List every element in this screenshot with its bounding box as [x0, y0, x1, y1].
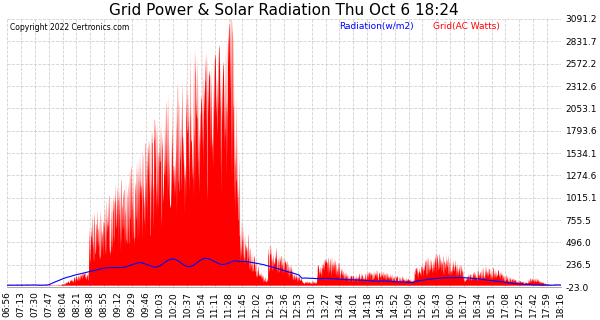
Text: Radiation(w/m2): Radiation(w/m2)	[340, 22, 414, 31]
Title: Grid Power & Solar Radiation Thu Oct 6 18:24: Grid Power & Solar Radiation Thu Oct 6 1…	[109, 3, 459, 18]
Text: Grid(AC Watts): Grid(AC Watts)	[433, 22, 500, 31]
Text: Copyright 2022 Certronics.com: Copyright 2022 Certronics.com	[10, 23, 129, 32]
